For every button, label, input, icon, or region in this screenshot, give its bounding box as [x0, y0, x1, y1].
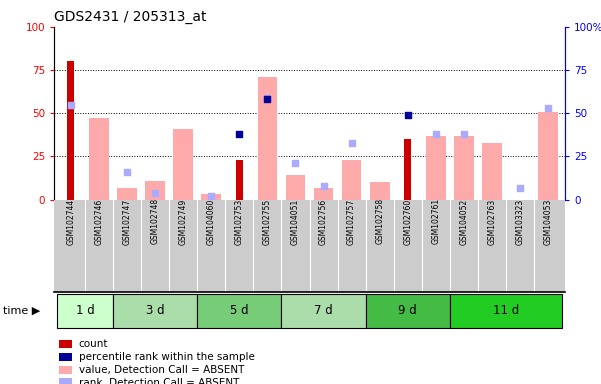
Text: 1 d: 1 d: [76, 304, 94, 317]
Text: percentile rank within the sample: percentile rank within the sample: [79, 352, 254, 362]
Bar: [482, 143, 502, 200]
Point: [291, 161, 300, 167]
Bar: [201, 195, 221, 200]
Bar: [113, 294, 197, 328]
Text: count: count: [79, 339, 108, 349]
Point: [263, 95, 272, 101]
Point: [431, 131, 441, 137]
Bar: [258, 77, 277, 200]
Bar: [59, 379, 72, 384]
Bar: [145, 181, 165, 200]
Bar: [281, 294, 365, 328]
Point: [543, 105, 553, 111]
Text: GDS2431 / 205313_at: GDS2431 / 205313_at: [54, 10, 207, 25]
Point: [459, 131, 469, 137]
Bar: [450, 294, 562, 328]
Point: [515, 185, 525, 191]
Bar: [57, 294, 113, 328]
Text: time ▶: time ▶: [3, 306, 40, 316]
Point: [319, 183, 328, 189]
Point: [66, 101, 76, 108]
Text: 11 d: 11 d: [493, 304, 519, 317]
Point: [403, 112, 412, 118]
Bar: [342, 160, 361, 200]
Bar: [173, 129, 193, 200]
Bar: [426, 136, 446, 200]
Bar: [197, 294, 281, 328]
Text: 5 d: 5 d: [230, 304, 249, 317]
Bar: [89, 118, 109, 200]
Bar: [314, 188, 334, 200]
Point: [207, 193, 216, 199]
Bar: [67, 61, 75, 200]
Bar: [404, 139, 411, 200]
Point: [263, 96, 272, 103]
Bar: [59, 340, 72, 348]
Bar: [370, 182, 389, 200]
Point: [347, 140, 356, 146]
Bar: [59, 353, 72, 361]
Point: [150, 190, 160, 196]
Bar: [538, 112, 558, 200]
Text: rank, Detection Call = ABSENT: rank, Detection Call = ABSENT: [79, 377, 239, 384]
Bar: [365, 294, 450, 328]
Text: 9 d: 9 d: [398, 304, 417, 317]
Text: 7 d: 7 d: [314, 304, 333, 317]
Bar: [454, 136, 474, 200]
Bar: [236, 160, 243, 200]
Point: [122, 169, 132, 175]
Point: [234, 131, 244, 137]
Text: 3 d: 3 d: [146, 304, 165, 317]
Bar: [59, 366, 72, 374]
Bar: [117, 188, 137, 200]
Bar: [285, 175, 305, 200]
Text: value, Detection Call = ABSENT: value, Detection Call = ABSENT: [79, 365, 244, 375]
